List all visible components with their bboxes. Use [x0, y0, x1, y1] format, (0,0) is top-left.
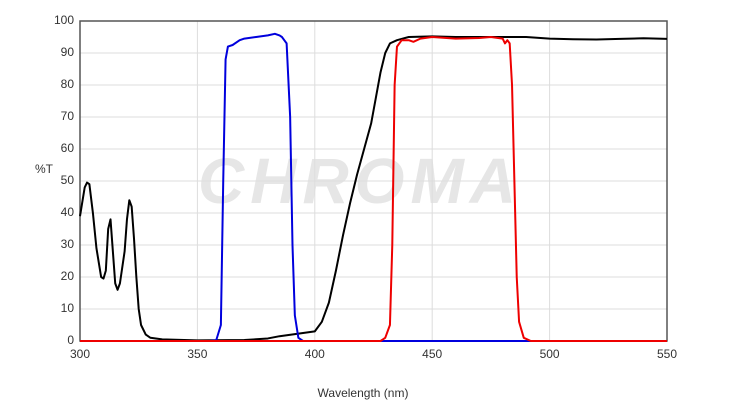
x-tick-label: 300 — [70, 347, 90, 361]
x-tick-label: 450 — [422, 347, 442, 361]
x-tick-label: 350 — [187, 347, 207, 361]
series-line — [80, 32, 667, 342]
y-tick-label: 70 — [61, 109, 75, 123]
x-tick-label: 550 — [657, 347, 677, 361]
x-tick-label: 400 — [305, 347, 325, 361]
y-tick-label: 90 — [61, 45, 75, 59]
y-tick-label: 10 — [61, 301, 75, 315]
y-tick-label: 80 — [61, 77, 75, 91]
series-line — [80, 36, 667, 342]
y-tick-label: 40 — [61, 205, 75, 219]
x-tick-label: 500 — [540, 347, 560, 361]
y-tick-label: 0 — [67, 333, 74, 347]
y-tick-label: 30 — [61, 237, 75, 251]
x-axis-label: Wavelength (nm) — [318, 386, 409, 400]
y-tick-label: 50 — [61, 173, 75, 187]
y-tick-label: 100 — [54, 13, 74, 27]
series-line — [79, 35, 668, 342]
y-tick-label: 20 — [61, 269, 75, 283]
y-tick-label: 60 — [61, 141, 75, 155]
y-axis-label: %T — [35, 162, 54, 176]
